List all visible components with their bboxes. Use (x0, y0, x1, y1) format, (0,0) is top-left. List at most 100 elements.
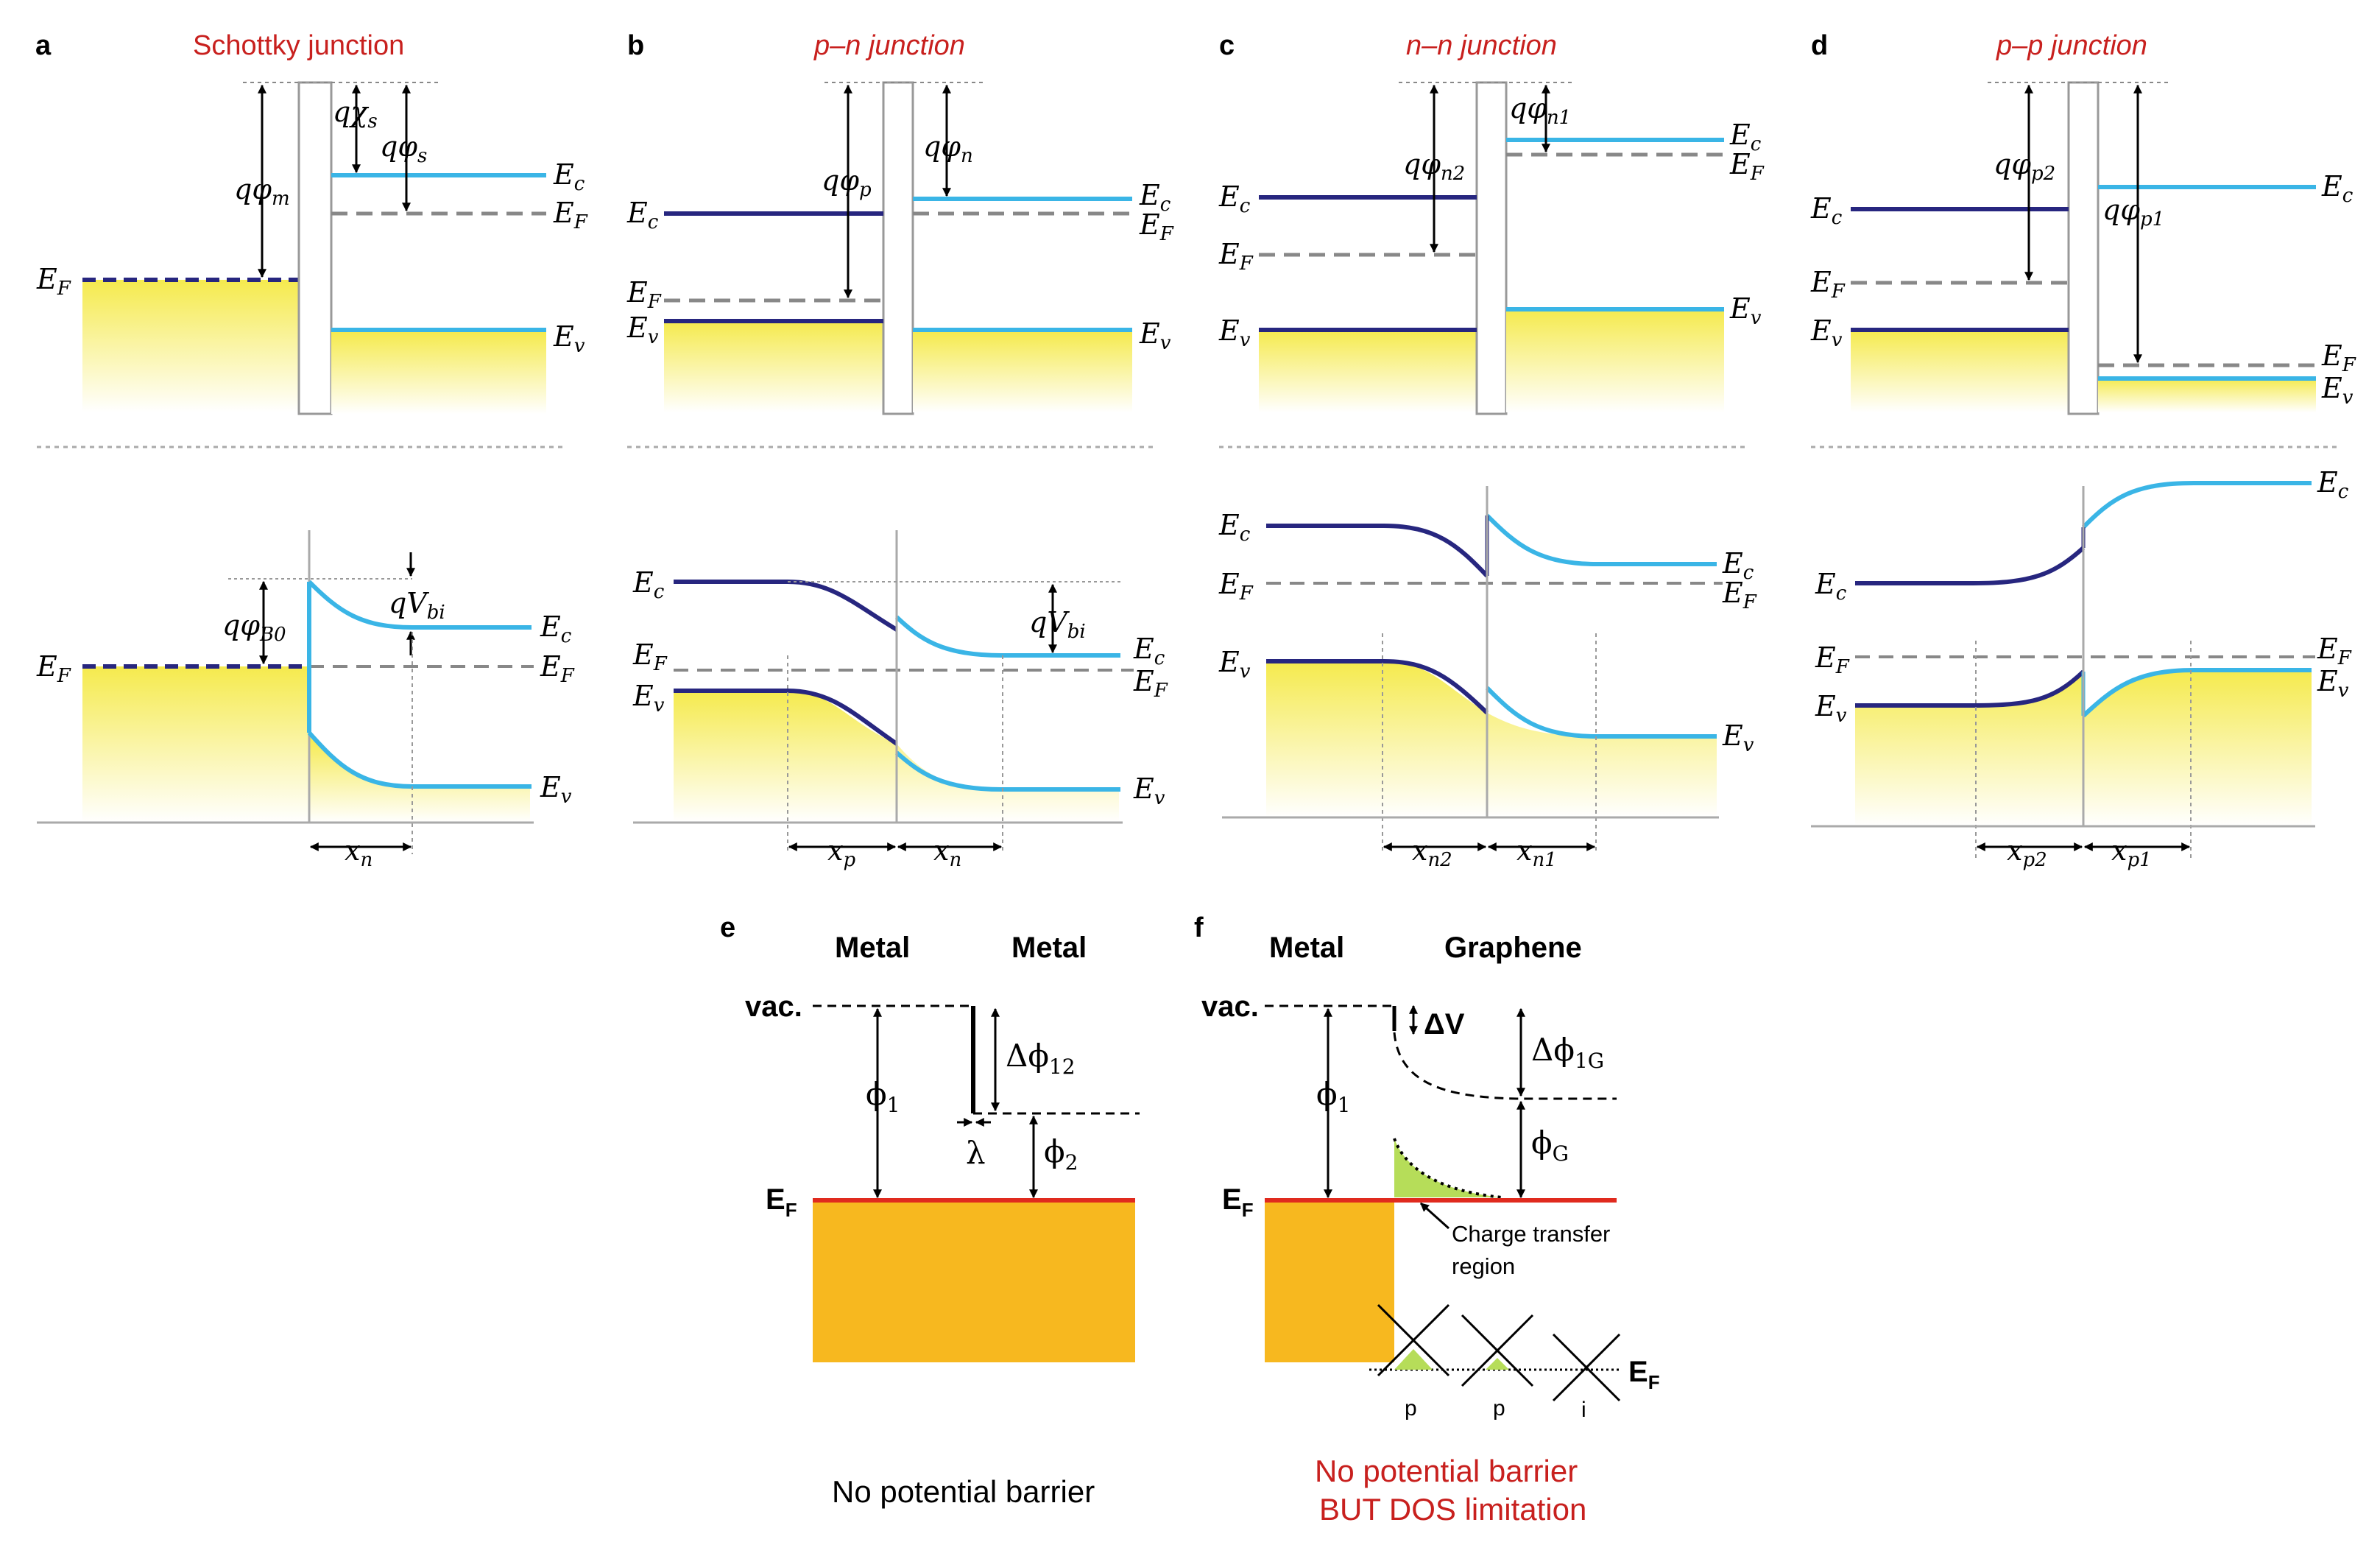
phi-m-label: qφm (234, 173, 290, 210)
panel-label-d: d (1811, 30, 1828, 61)
label-Ec: Ec (1133, 633, 1165, 669)
panel-label-b: b (627, 30, 644, 61)
n1-conduction-band (1485, 513, 1717, 566)
n1-fill (1506, 309, 1724, 412)
panel-label-f: f (1194, 912, 1204, 943)
label-Ev: Ev (1218, 646, 1251, 683)
interface-gap (2067, 81, 2100, 415)
xn-label: xn (345, 834, 372, 871)
panel-d: d p–p junction qφp2 qφp1 Ec EF Ev Ec EF … (1810, 30, 2356, 871)
panel-label-c: c (1219, 30, 1235, 61)
panel-f: f Metal Graphene vac. EF ϕ1 ΔV Δϕ1G ϕG C… (1194, 912, 1660, 1527)
interface-gap (882, 81, 914, 415)
label-Ev: Ev (632, 680, 665, 717)
label-EF: EF (1218, 238, 1254, 275)
label-Ev: Ev (1218, 314, 1251, 351)
semiconductor-fill (331, 331, 546, 414)
vac-label: vac. (745, 990, 802, 1023)
phi-s-label: qφs (380, 130, 427, 167)
metal-fill (82, 280, 299, 412)
hole-pocket (1394, 1349, 1433, 1370)
label-Ev: Ev (540, 771, 572, 808)
label-Ec: Ec (1810, 192, 1843, 229)
dirac-cone-i (1552, 1333, 1621, 1402)
left-material-label: Metal (835, 932, 910, 964)
label-Ec: Ec (626, 197, 659, 233)
vac-label: vac. (1201, 990, 1259, 1023)
label-Ec: Ec (1218, 509, 1251, 546)
label-Ev: Ev (1722, 719, 1754, 756)
label-Ev: Ev (626, 311, 659, 348)
panel-label-a: a (35, 30, 52, 61)
caption-line2: BUT DOS limitation (1319, 1492, 1586, 1527)
n2-valence-band (1266, 659, 1489, 715)
label-EF: EF (1218, 568, 1254, 605)
charge-transfer-region (1394, 1138, 1502, 1197)
p1-conduction-band (2081, 481, 2312, 529)
xn1-label: xn1 (1516, 834, 1557, 871)
n2-fill (1259, 330, 1477, 412)
interface-gap (297, 81, 333, 415)
label-Ev: Ev (1729, 292, 1762, 329)
charge-transfer-label: Charge transfer (1452, 1221, 1610, 1247)
xp-label: xp (827, 834, 855, 871)
p2-fill (1851, 330, 2069, 412)
interface-gap (1475, 81, 1508, 415)
vbi-label: qVbi (1029, 606, 1086, 643)
label-EF: EF (1722, 577, 1757, 613)
phi1-label: ϕ1 (1316, 1076, 1350, 1117)
left-material-label: Metal (1269, 932, 1344, 964)
label-Ev: Ev (1810, 314, 1843, 351)
label-Ec: Ec (1139, 179, 1171, 216)
dirac-cone-p2 (1461, 1314, 1534, 1387)
phi-n1-label: qφn1 (1509, 92, 1571, 129)
n-conduction-band (894, 615, 1120, 658)
n-valence-band (895, 750, 1120, 792)
phiG-label: ϕG (1531, 1124, 1569, 1166)
phi-n-label: qφn (923, 130, 973, 167)
conduction-band (307, 580, 532, 630)
xp1-label: xp1 (2111, 834, 2152, 871)
label-Ec: Ec (632, 566, 665, 603)
n2-conduction-band (1266, 524, 1489, 578)
label-EF: EF (626, 276, 662, 313)
p-conduction-band (674, 580, 898, 632)
label-EF: EF (36, 263, 71, 300)
EF-label: EF (1222, 1183, 1254, 1221)
dphi12-label: Δϕ12 (1006, 1038, 1076, 1079)
semiconductor-fill (309, 736, 530, 823)
metal-block (1265, 1200, 1394, 1362)
dV-label: ΔV (1424, 1008, 1465, 1041)
label-Ec: Ec (1815, 568, 1847, 605)
label-Ev: Ev (553, 320, 585, 357)
label-Ev: Ev (1815, 690, 1847, 727)
panel-c: c n–n junction qφn2 qφn1 Ec EF Ev Ec EF … (1218, 30, 1765, 871)
label-EF: EF (1729, 148, 1765, 185)
hole-pocket (1486, 1358, 1509, 1370)
title-schottky: Schottky junction (193, 30, 404, 61)
label-EF: EF (2317, 633, 2352, 669)
phi1-label: ϕ1 (866, 1076, 900, 1117)
panel-b: b p–n junction qφp qφn Ec EF Ev Ec EF Ev (626, 30, 1174, 871)
metal-block (813, 1200, 1135, 1362)
vacuum-level-graphene (1393, 1032, 1617, 1100)
p1-fill (2098, 379, 2316, 412)
cone-label: i (1581, 1398, 1586, 1422)
cone-label: p (1405, 1396, 1417, 1421)
vbi-label: qVbi (389, 587, 445, 624)
label-Ec: Ec (1218, 180, 1251, 217)
n1-valence-band (1485, 686, 1717, 739)
lambda-label: λ (966, 1135, 986, 1171)
chi-s-label: qχs (333, 96, 378, 133)
p2-valence-band (1855, 669, 2086, 708)
phi-p-label: qφp (822, 164, 872, 201)
title-nn: n–n junction (1406, 30, 1557, 61)
label-EF: EF (1815, 641, 1850, 678)
phi2-label: ϕ2 (1044, 1133, 1078, 1175)
n-side-fill (913, 331, 1132, 412)
metal-fill (82, 666, 309, 823)
phi-p1-label: qφp1 (2102, 194, 2164, 230)
label-Ec: Ec (1722, 547, 1754, 584)
label-Ev: Ev (1139, 317, 1171, 354)
label-Ec: Ec (2321, 170, 2353, 207)
